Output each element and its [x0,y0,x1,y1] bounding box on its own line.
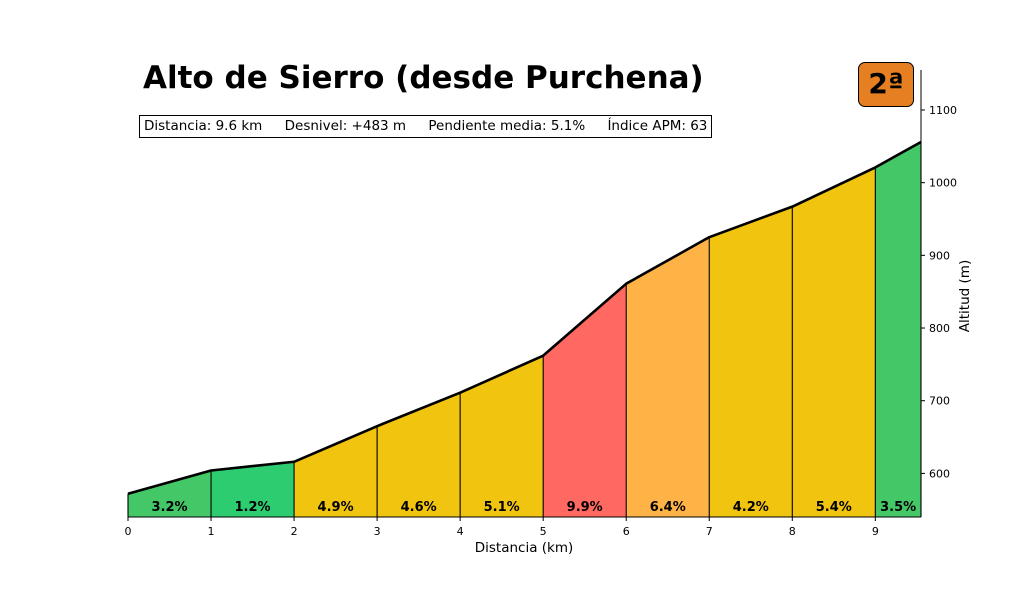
segment-area-4 [377,392,461,517]
stat-elevation-gain: Desnivel: +483 m [284,118,407,134]
x-tick-label-7: 7 [706,525,713,538]
segment-area-6 [543,283,627,517]
x-tick-label-0: 0 [125,525,132,538]
y-tick-label-1100: 1100 [929,104,957,117]
segment-label-1: 3.2% [151,500,187,515]
segment-label-5: 5.1% [484,500,520,515]
x-tick-label-5: 5 [540,525,547,538]
x-tick-label-3: 3 [374,525,381,538]
segment-area-5 [460,355,544,517]
chart-title: Alto de Sierro (desde Purchena) [143,60,704,96]
segment-labels-layer: 3.2% 1.2% 4.9% 4.6% 5.1% 9.9% 6.4% 4.2% 5.4% 3.5% [151,500,916,515]
outline-layer [127,140,922,495]
y-axis-title: Altitud (m) [957,260,973,332]
segment-label-7: 6.4% [650,500,686,515]
segment-area-3 [294,426,378,517]
x-tick-label-2: 2 [291,525,298,538]
segment-label-8: 4.2% [733,500,769,515]
segment-label-10: 3.5% [880,500,916,515]
x-tick-label-1: 1 [208,525,215,538]
stat-avg-gradient: Pendiente media: 5.1% [428,118,586,134]
segment-area-10 [875,141,921,517]
x-axis: 0 1 2 3 4 5 6 7 8 9 [125,516,921,538]
stat-distance: Distancia: 9.6 km [144,118,263,134]
x-tick-label-9: 9 [872,525,879,538]
segment-area-1 [128,470,212,517]
profile-line [127,140,922,495]
stat-apm-index: Índice APM: 63 [607,118,708,134]
segment-label-3: 4.9% [318,500,354,515]
segment-area-2 [211,461,295,517]
segment-label-9: 5.4% [816,500,852,515]
x-tick-label-6: 6 [623,525,630,538]
category-badge: 2ª [858,62,914,107]
y-tick-label-1000: 1000 [929,177,957,190]
y-tick-label-600: 600 [929,467,950,480]
segment-area-9 [792,167,876,517]
segment-label-4: 4.6% [401,500,437,515]
y-tick-label-900: 900 [929,249,950,262]
segment-label-2: 1.2% [235,500,271,515]
stats-box: Distancia: 9.6 km Desnivel: +483 m Pendi… [139,115,713,138]
y-tick-label-700: 700 [929,395,950,408]
x-axis-title: Distancia (km) [475,540,574,556]
segment-label-6: 9.9% [567,500,603,515]
segment-area-7 [626,237,710,518]
x-tick-label-4: 4 [457,525,464,538]
segment-area-8 [709,206,793,517]
x-tick-label-8: 8 [789,525,796,538]
segments-layer [128,141,921,518]
y-axis: 600 700 800 900 1000 1100 [920,70,957,517]
y-tick-label-800: 800 [929,322,950,335]
